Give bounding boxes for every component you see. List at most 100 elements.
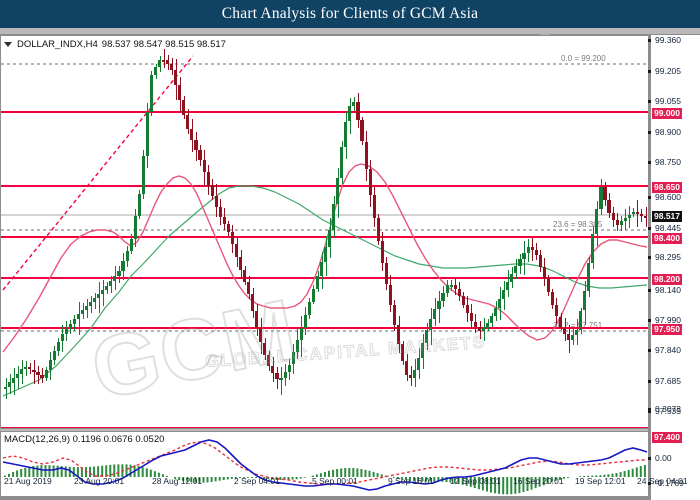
macd-histogram-bar (567, 477, 569, 478)
candle-body (162, 60, 166, 62)
symbol-label[interactable]: DOLLAR_INDX,H4 98.537 98.547 98.515 98.5… (4, 38, 226, 50)
macd-histogram-bar (506, 477, 509, 495)
price-pane[interactable]: 0.0 = 99.200 23.6 = 98.305 38.2 = 97.751 (0, 35, 648, 429)
candle-body (72, 319, 76, 324)
candle-body (583, 290, 587, 311)
macd-histogram-bar (93, 466, 96, 477)
candle-body (498, 299, 502, 308)
candle-body (291, 352, 295, 365)
time-tick: 23 Aug 20:01 (74, 476, 125, 486)
candle-body (295, 340, 299, 353)
candle-body (247, 281, 251, 295)
price-axis[interactable]: 99.360 99.205 99.055 99.000 98.900 98.750 98.6… (648, 7, 700, 488)
time-tick: 28 Aug 12:01 (152, 476, 203, 486)
macd-histogram-bar (546, 477, 549, 484)
candle-body (287, 364, 291, 372)
candle-body (324, 247, 328, 262)
candle-body (319, 261, 324, 276)
macd-histogram-bar (222, 477, 225, 480)
candle-body (579, 310, 583, 330)
candle-body (481, 328, 486, 331)
candle-body (36, 372, 40, 375)
macd-histogram-bar (311, 475, 314, 477)
macd-line (2, 439, 648, 491)
level-price-badge: 98.200 (652, 274, 682, 285)
candle-body (627, 214, 631, 218)
macd-histogram-bar (437, 477, 440, 482)
macd-histogram-bar (275, 477, 278, 480)
toolbar-strip[interactable] (0, 28, 700, 35)
candle-body (526, 246, 530, 253)
candle-body (534, 250, 538, 256)
candle-body (218, 207, 222, 217)
candle-body (190, 129, 194, 140)
candle-body (510, 273, 514, 282)
macd-histogram-bar (538, 477, 541, 487)
chevron-down-icon[interactable] (4, 41, 12, 47)
candle-body (457, 288, 461, 296)
macd-histogram-bar (125, 464, 128, 477)
time-tick: 21 Aug 2019 (4, 476, 52, 486)
macd-histogram-bar (89, 466, 91, 477)
macd-histogram-bar (550, 477, 553, 483)
macd-histogram-bar (534, 477, 537, 489)
candle-body (595, 209, 599, 235)
candlestick-series[interactable] (1, 36, 648, 428)
macd-histogram-bar (52, 465, 55, 477)
macd-histogram-bar (340, 468, 343, 477)
macd-histogram-bar (68, 466, 71, 477)
svg-text:38.2 = 97.751: 38.2 = 97.751 (553, 321, 603, 330)
current-price-badge: 98.517 (652, 211, 682, 222)
macd-histogram-bar (324, 472, 326, 477)
candle-body (186, 114, 190, 130)
candle-body (376, 217, 380, 241)
macd-histogram-bar (587, 475, 590, 477)
time-tick: 24 Sep 04:01 (637, 476, 688, 486)
macd-histogram-bar (32, 466, 35, 477)
macd-histogram-bar (315, 474, 318, 477)
time-tick: 16 Sep 20:01 (513, 476, 564, 486)
macd-histogram-bar (599, 475, 602, 477)
macd-histogram-bar (194, 477, 197, 483)
candle-body (639, 214, 643, 217)
candle-body (437, 301, 441, 310)
candle-body (76, 314, 81, 319)
candle-body (562, 327, 567, 334)
macd-histogram-bar (364, 469, 367, 477)
macd-histogram-bar (336, 469, 339, 477)
macd-pane[interactable] (0, 431, 648, 497)
macd-label[interactable]: MACD(12,26,9) 0.1196 0.0676 0.0520 (4, 434, 164, 446)
time-axis[interactable]: 21 Aug 2019 23 Aug 20:01 28 Aug 12:01 2 Sep… (0, 473, 700, 491)
macd-histogram-bar (210, 477, 213, 482)
candle-body (44, 369, 48, 378)
candle-body (251, 294, 255, 311)
macd-histogram-bar (611, 473, 614, 477)
candle-body (396, 324, 401, 344)
candle-body (384, 263, 388, 285)
candle-body (129, 238, 133, 251)
macd-histogram-bar (522, 477, 525, 493)
macd-histogram-bar (186, 477, 189, 482)
macd-histogram-bar (295, 477, 298, 480)
candle-body (137, 193, 141, 217)
candle-body (275, 372, 279, 380)
candle-body (133, 216, 137, 239)
candle-body (303, 314, 307, 328)
macd-histogram-bar (8, 473, 10, 477)
macd-histogram-bar (348, 467, 351, 477)
time-tick: 2 Sep 04:01 (234, 476, 280, 486)
macd-histogram-bar (72, 467, 75, 477)
candle-body (202, 160, 206, 173)
macd-histogram-bar (283, 477, 286, 480)
candle-body (522, 252, 526, 260)
candle-body (441, 293, 445, 302)
candle-body (271, 366, 275, 373)
pane-divider[interactable] (0, 427, 648, 431)
candle-body (315, 275, 320, 289)
candle-body (421, 342, 425, 359)
macd-histogram-bar (643, 464, 646, 477)
candle-body (392, 304, 396, 325)
level-price-badge: 97.950 (652, 324, 682, 335)
macd-signal-line (2, 441, 647, 485)
macd-histogram-bar (635, 467, 638, 477)
